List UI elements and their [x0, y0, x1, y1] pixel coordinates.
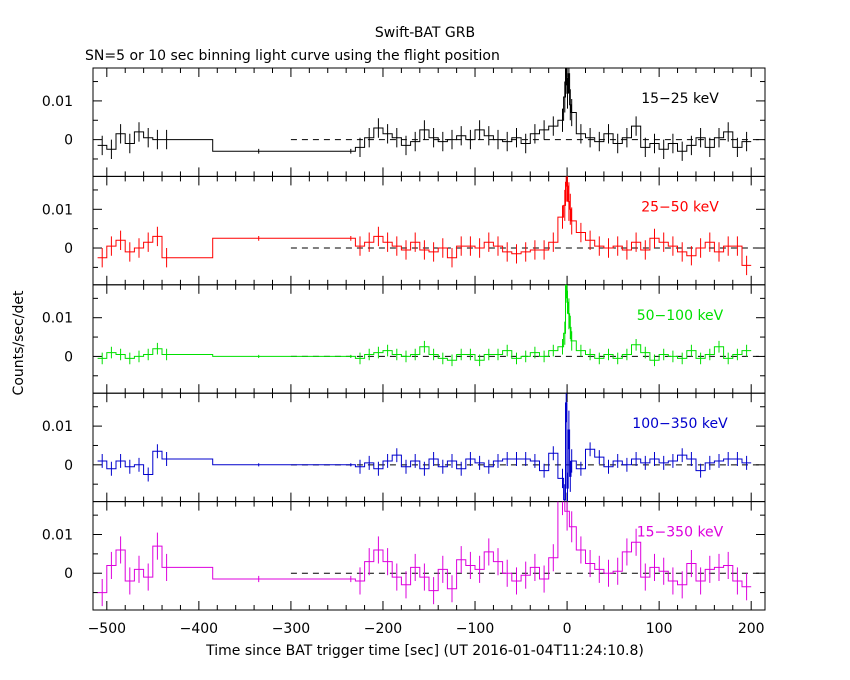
x-tick-label: 100 [646, 621, 673, 637]
y-tick-label: 0.01 [42, 419, 73, 435]
y-tick-label: 0.01 [42, 311, 73, 327]
series-group [97, 393, 752, 502]
x-tick-label: −400 [180, 621, 218, 637]
y-tick-label: 0 [64, 133, 73, 149]
chart-title: Swift-BAT GRB [375, 25, 475, 41]
series-group [97, 176, 752, 276]
y-tick-label: 0.01 [42, 94, 73, 110]
panel-frame [92, 501, 766, 611]
panel-frame [92, 284, 766, 394]
chart-subtitle: SN=5 or 10 sec binning light curve using… [85, 48, 500, 64]
y-tick-label: 0 [64, 241, 73, 257]
y-tick-label: 0 [64, 458, 73, 474]
band-label: 50−100 keV [637, 308, 724, 324]
panel-4: 0 0.01 100−350 keV [42, 392, 766, 503]
series-line [97, 181, 752, 266]
series-group [97, 501, 752, 607]
band-label: 100−350 keV [632, 416, 728, 432]
x-tick-label: −100 [456, 621, 494, 637]
x-tick-label: −200 [364, 621, 402, 637]
x-tick-label: −300 [272, 621, 310, 637]
band-label: 15−25 keV [641, 91, 719, 107]
x-tick-label: 0 [563, 621, 572, 637]
panel-2: 0 0.01 25−50 keV [42, 175, 766, 286]
y-axis-label: Counts/sec/det [11, 290, 27, 395]
y-tick-label: 0 [64, 349, 73, 365]
y-tick-label: 0.01 [42, 202, 73, 218]
band-label: 15−350 keV [637, 525, 724, 541]
x-tick-label: −500 [88, 621, 126, 637]
panel-frame [92, 67, 766, 177]
panel-5: 0 0.01 15−350 keV [42, 501, 766, 611]
panel-1: 0 0.01 15−25 keV [42, 67, 766, 177]
panel-3: 0 0.01 50−100 keV [42, 284, 766, 394]
x-axis-label: Time since BAT trigger time [sec] (UT 20… [205, 643, 644, 659]
band-label: 25−50 keV [641, 199, 719, 215]
series-line [97, 284, 752, 361]
series-group [97, 284, 752, 367]
series-group [97, 68, 752, 161]
y-tick-label: 0.01 [42, 528, 73, 544]
panel-frame [92, 175, 766, 286]
panel-stack: 0 0.01 15−25 keV 0 0.01 25−50 keV 0 0.01 50−100 … [42, 67, 766, 637]
y-tick-label: 0 [64, 566, 73, 582]
series-line [97, 501, 752, 594]
panel-frame [92, 392, 766, 503]
x-tick-label: 200 [738, 621, 765, 637]
